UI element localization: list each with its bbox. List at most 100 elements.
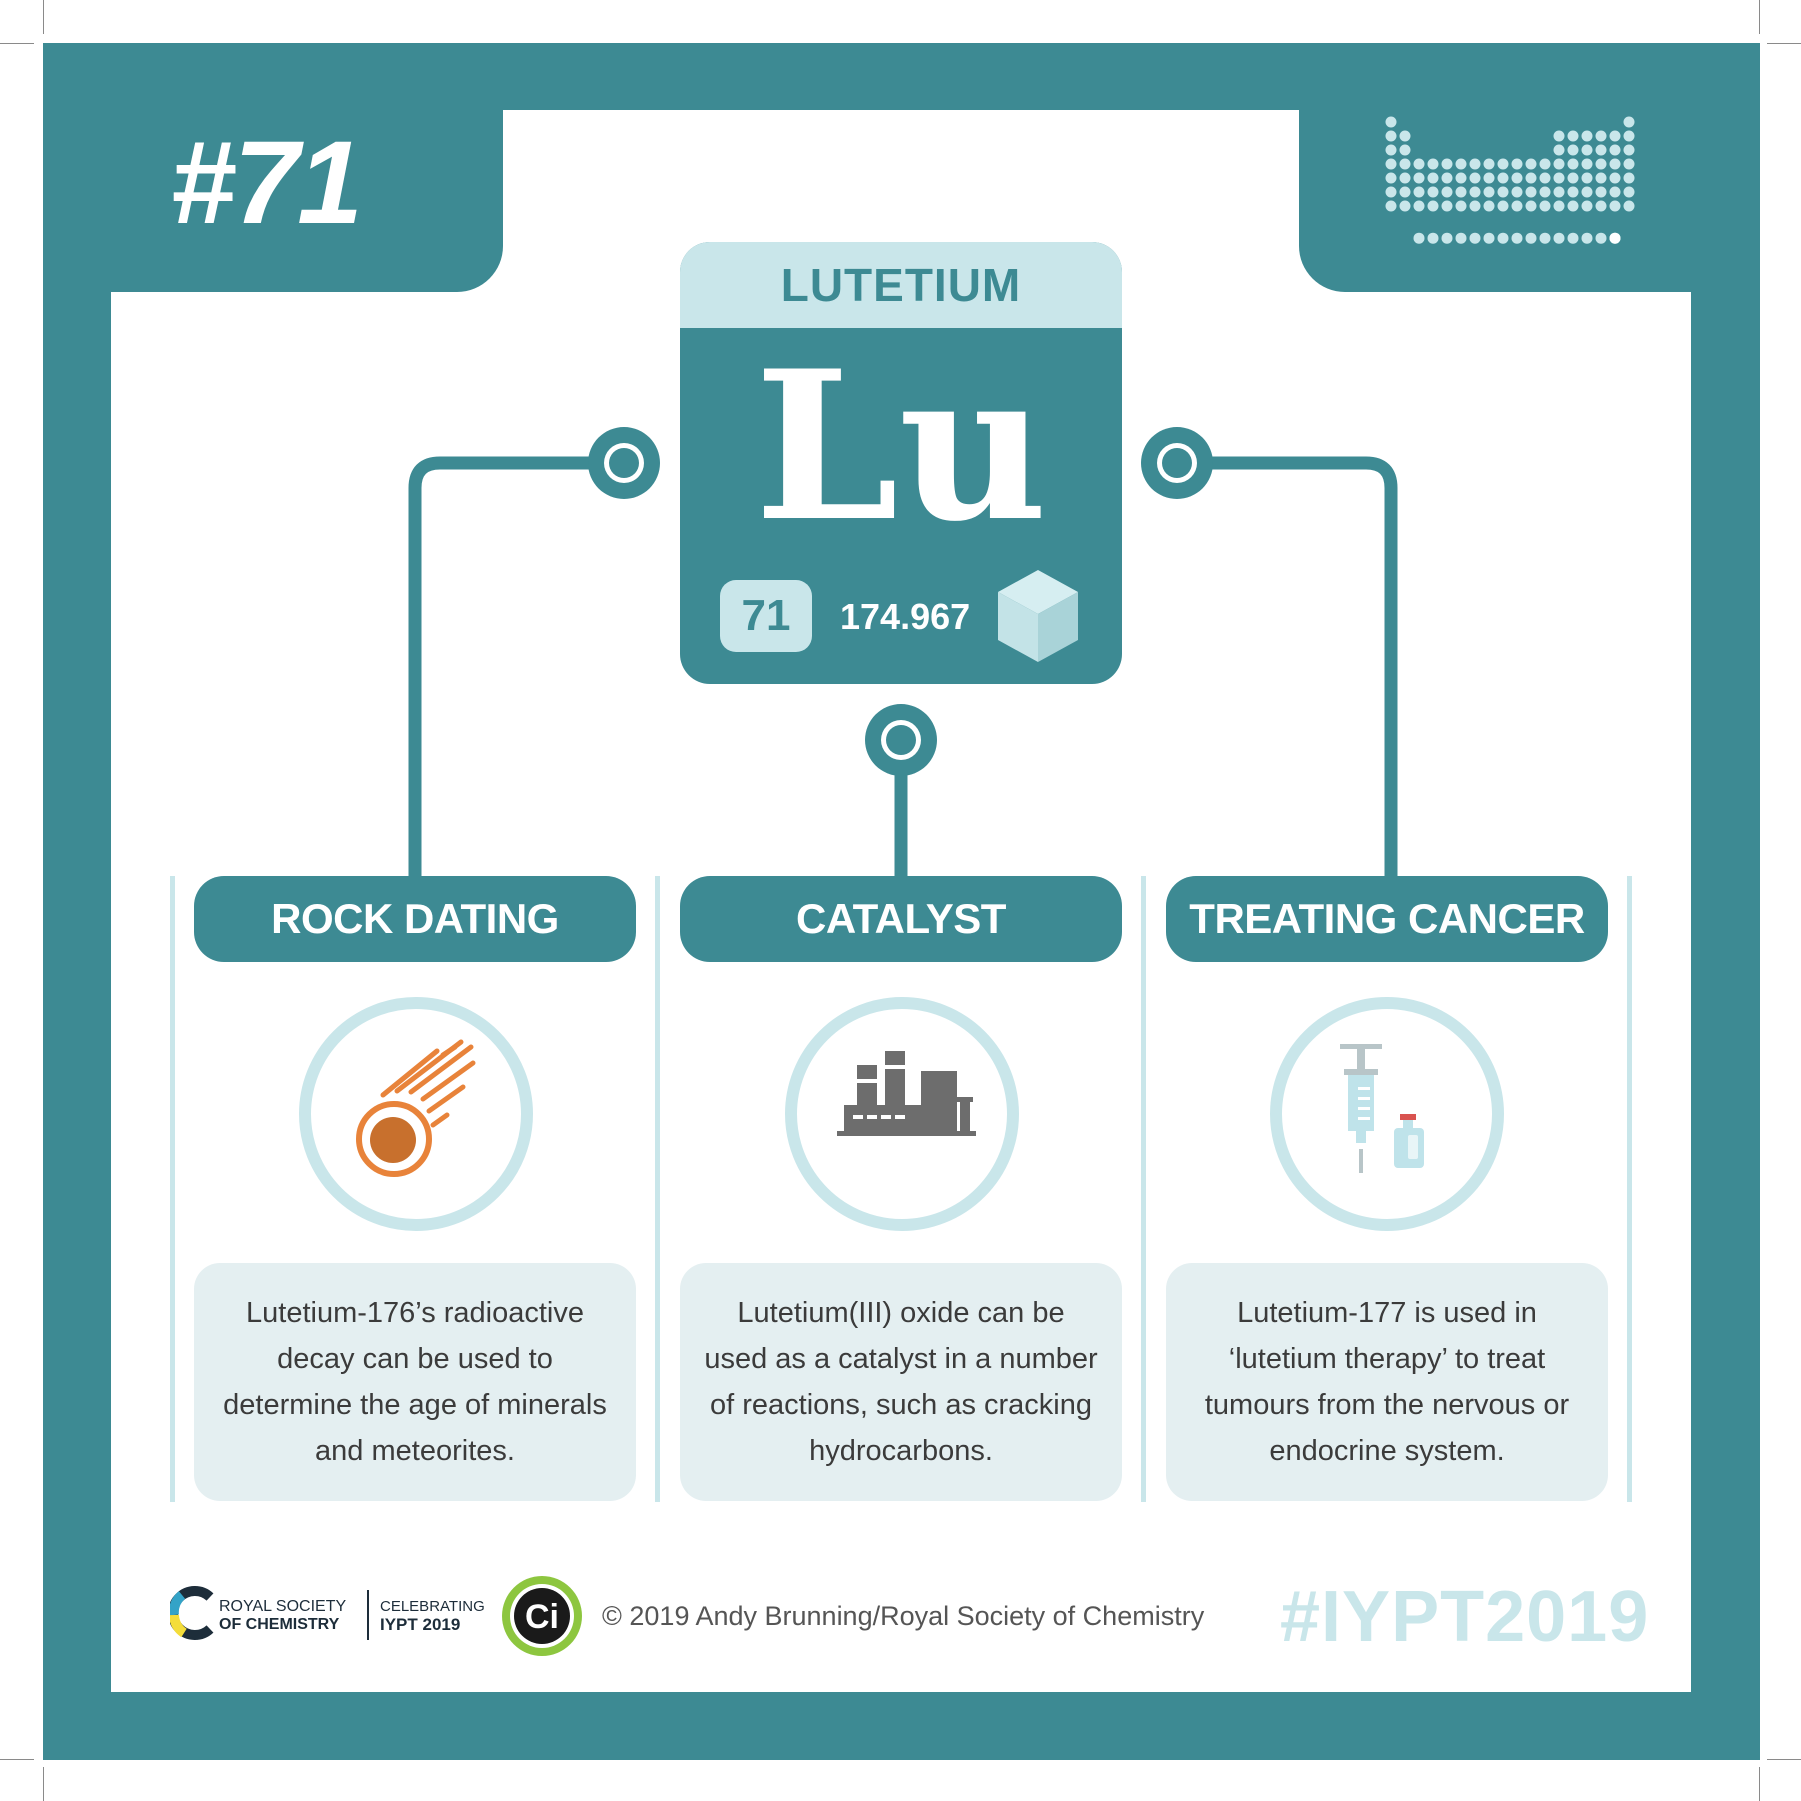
icon-ring [299, 997, 533, 1231]
periodic-table-dot [1441, 186, 1453, 198]
element-symbol: Lu [754, 327, 1048, 567]
periodic-table-dot [1399, 158, 1411, 170]
icon-ring [785, 997, 1019, 1231]
periodic-table-dot [1553, 144, 1565, 156]
periodic-table-dot [1539, 172, 1551, 184]
periodic-table-dot [1581, 172, 1593, 184]
crop-mark [0, 1759, 34, 1760]
periodic-table-dot [1385, 172, 1397, 184]
periodic-table-dot [1385, 144, 1397, 156]
periodic-table-dot [1427, 232, 1439, 244]
periodic-table-dot [1441, 158, 1453, 170]
column-divider [1141, 876, 1146, 1502]
periodic-table-dot [1511, 200, 1523, 212]
periodic-table-dot [1483, 172, 1495, 184]
rsc-line-1: ROYAL SOCIETY [219, 1598, 347, 1615]
periodic-table-dot [1609, 158, 1621, 170]
periodic-table-dot [1595, 172, 1607, 184]
periodic-table-dot [1413, 232, 1425, 244]
periodic-table-dot [1539, 158, 1551, 170]
periodic-table-dot [1623, 144, 1635, 156]
periodic-table-dot [1511, 172, 1523, 184]
periodic-table-dot [1567, 130, 1579, 142]
periodic-table-dot [1455, 172, 1467, 184]
number-tab [111, 110, 503, 292]
periodic-table-dot [1413, 158, 1425, 170]
use-description-catalyst: Lutetium(III) oxide can be used as a cat… [680, 1263, 1122, 1501]
periodic-table-dot [1553, 172, 1565, 184]
periodic-table-dot [1623, 158, 1635, 170]
periodic-table-dot [1595, 200, 1607, 212]
periodic-table-dot [1469, 158, 1481, 170]
meteor-icon [356, 1039, 476, 1177]
periodic-table-dot [1511, 186, 1523, 198]
copyright-text: © 2019 Andy Brunning/Royal Society of Ch… [602, 1601, 1205, 1631]
periodic-table-dot [1469, 200, 1481, 212]
periodic-table-dot [1469, 232, 1481, 244]
periodic-table-dot [1511, 158, 1523, 170]
periodic-table-dot [1581, 130, 1593, 142]
periodic-table-dot [1441, 172, 1453, 184]
element-number-heading: #71 [170, 117, 363, 249]
periodic-table-dot [1455, 232, 1467, 244]
periodic-table-dot [1497, 186, 1509, 198]
periodic-table-dot [1595, 130, 1607, 142]
ci-logo-icon: Ci [502, 1576, 582, 1656]
periodic-table-dot [1609, 200, 1621, 212]
use-description-rock-dating: Lutetium-176’s radioactive decay can be … [194, 1263, 636, 1501]
periodic-table-dot [1525, 186, 1537, 198]
periodic-table-dot [1427, 158, 1439, 170]
periodic-table-dot [1413, 186, 1425, 198]
rsc-logo-icon [170, 1586, 214, 1640]
use-description-treating-cancer: Lutetium-177 is used in ‘lutetium therap… [1166, 1263, 1608, 1501]
periodic-table-dot [1483, 186, 1495, 198]
periodic-table-dot [1413, 200, 1425, 212]
periodic-table-dot [1581, 200, 1593, 212]
iypt-line-1: CELEBRATING [380, 1598, 485, 1615]
periodic-table-dot [1385, 130, 1397, 142]
periodic-table-dot [1609, 172, 1621, 184]
periodic-table-dot [1483, 158, 1495, 170]
periodic-table-dot [1595, 144, 1607, 156]
periodic-table-dot [1455, 200, 1467, 212]
periodic-table-dot [1385, 116, 1397, 128]
periodic-table-dot [1595, 158, 1607, 170]
iypt-wordmark: CELEBRATING IYPT 2019 [380, 1598, 485, 1634]
periodic-table-dot [1581, 158, 1593, 170]
periodic-table-dot [1399, 144, 1411, 156]
periodic-table-dot [1497, 232, 1509, 244]
footer-divider [367, 1590, 369, 1640]
crop-mark [1759, 0, 1760, 34]
periodic-table-dot [1385, 158, 1397, 170]
factory-icon [837, 1051, 976, 1136]
periodic-table-dot [1441, 200, 1453, 212]
iypt-line-2: IYPT 2019 [380, 1615, 461, 1634]
periodic-table-dot [1497, 158, 1509, 170]
periodic-table-dot [1399, 172, 1411, 184]
periodic-table-dot [1567, 172, 1579, 184]
periodic-table-dot [1623, 116, 1635, 128]
column-divider [1627, 876, 1632, 1502]
periodic-table-dot [1567, 186, 1579, 198]
crop-mark [43, 0, 44, 34]
periodic-table-dot [1581, 232, 1593, 244]
crop-mark [0, 43, 34, 44]
periodic-table-dot [1497, 200, 1509, 212]
crop-mark [1767, 43, 1801, 44]
periodic-table-dot [1539, 200, 1551, 212]
element-tile: LUTETIUM Lu 71 174.967 [680, 242, 1122, 684]
periodic-table-dot [1427, 186, 1439, 198]
periodic-table-dot [1427, 172, 1439, 184]
periodic-table-dot [1553, 200, 1565, 212]
periodic-table-dot [1623, 186, 1635, 198]
rsc-line-2: OF CHEMISTRY [219, 1616, 340, 1633]
svg-text:Ci: Ci [525, 1598, 559, 1636]
periodic-table-dot [1553, 158, 1565, 170]
use-title-treating-cancer: TREATING CANCER [1166, 876, 1608, 962]
column-divider [170, 876, 175, 1502]
periodic-table-dot [1525, 232, 1537, 244]
crop-mark [1759, 1767, 1760, 1801]
element-name: LUTETIUM [680, 242, 1122, 328]
periodic-table-dot [1427, 200, 1439, 212]
